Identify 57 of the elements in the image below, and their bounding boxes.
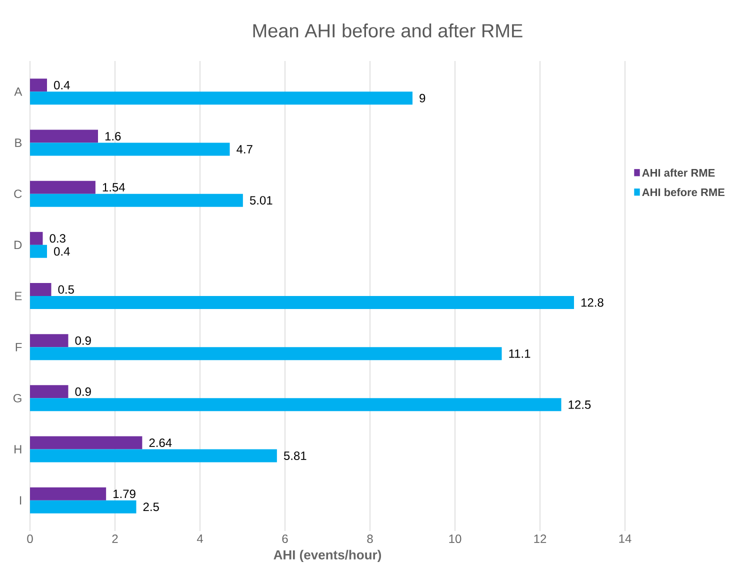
y-tick-label: H: [14, 445, 22, 454]
data-label: 0.4: [54, 80, 70, 90]
y-tick-label: G: [13, 394, 22, 402]
bar: [30, 334, 68, 348]
bar: [30, 449, 277, 462]
data-label: 4.7: [236, 145, 252, 154]
x-axis-title: AHI (events/hour): [274, 550, 382, 562]
x-tick-label: 4: [196, 534, 203, 543]
x-tick-label: 0: [27, 534, 33, 544]
data-label: 11.1: [509, 349, 530, 358]
x-tick-label: 6: [282, 534, 288, 544]
data-label: 2.5: [143, 502, 159, 512]
bar: [30, 296, 574, 310]
data-label: 5.81: [284, 452, 306, 460]
data-label: 12.5: [568, 400, 591, 409]
data-label: 0.5: [58, 285, 74, 294]
bar: [30, 500, 136, 514]
y-tick-label: B: [15, 138, 22, 147]
data-label: 12.8: [581, 298, 604, 307]
bar: [30, 244, 47, 258]
x-tick-label: 2: [112, 534, 118, 543]
x-tick-label: 12: [534, 534, 546, 543]
data-label: 9: [420, 94, 426, 102]
bar: [30, 130, 98, 143]
bar: [30, 283, 52, 296]
bar: [30, 78, 47, 92]
x-tick-label: 8: [367, 534, 373, 544]
bar: [30, 398, 562, 412]
data-label: 0.9: [75, 336, 91, 345]
data-label: 1.6: [105, 132, 121, 140]
bar: [30, 180, 96, 194]
legend-label: AHI after RME: [642, 168, 715, 177]
y-tick-label: E: [15, 292, 22, 300]
x-tick-label: 14: [619, 534, 632, 543]
legend-label: AHI before RME: [642, 188, 725, 196]
y-tick-label: D: [14, 240, 22, 250]
data-label: 1.79: [114, 490, 136, 498]
y-tick-label: C: [14, 190, 22, 198]
bar: [30, 194, 243, 207]
y-tick-label: F: [16, 342, 22, 352]
y-tick-label: I: [20, 496, 22, 504]
data-label: 2.64: [149, 438, 172, 448]
x-tick-label: 10: [449, 534, 462, 544]
bar: [30, 436, 142, 450]
data-label: 0.4: [54, 247, 70, 256]
y-tick-label: A: [14, 88, 22, 96]
bar: [30, 487, 106, 500]
data-label: 5.01: [250, 196, 272, 205]
bar: [30, 142, 230, 156]
data-label: 0.9: [75, 387, 91, 396]
bar: [30, 232, 43, 245]
data-label: 1.54: [102, 183, 125, 192]
chart-title: Mean AHI before and after RME: [253, 24, 522, 38]
bar: [30, 92, 413, 105]
data-label: 0.3: [50, 234, 66, 243]
bar: [30, 347, 502, 360]
bar: [30, 385, 68, 398]
